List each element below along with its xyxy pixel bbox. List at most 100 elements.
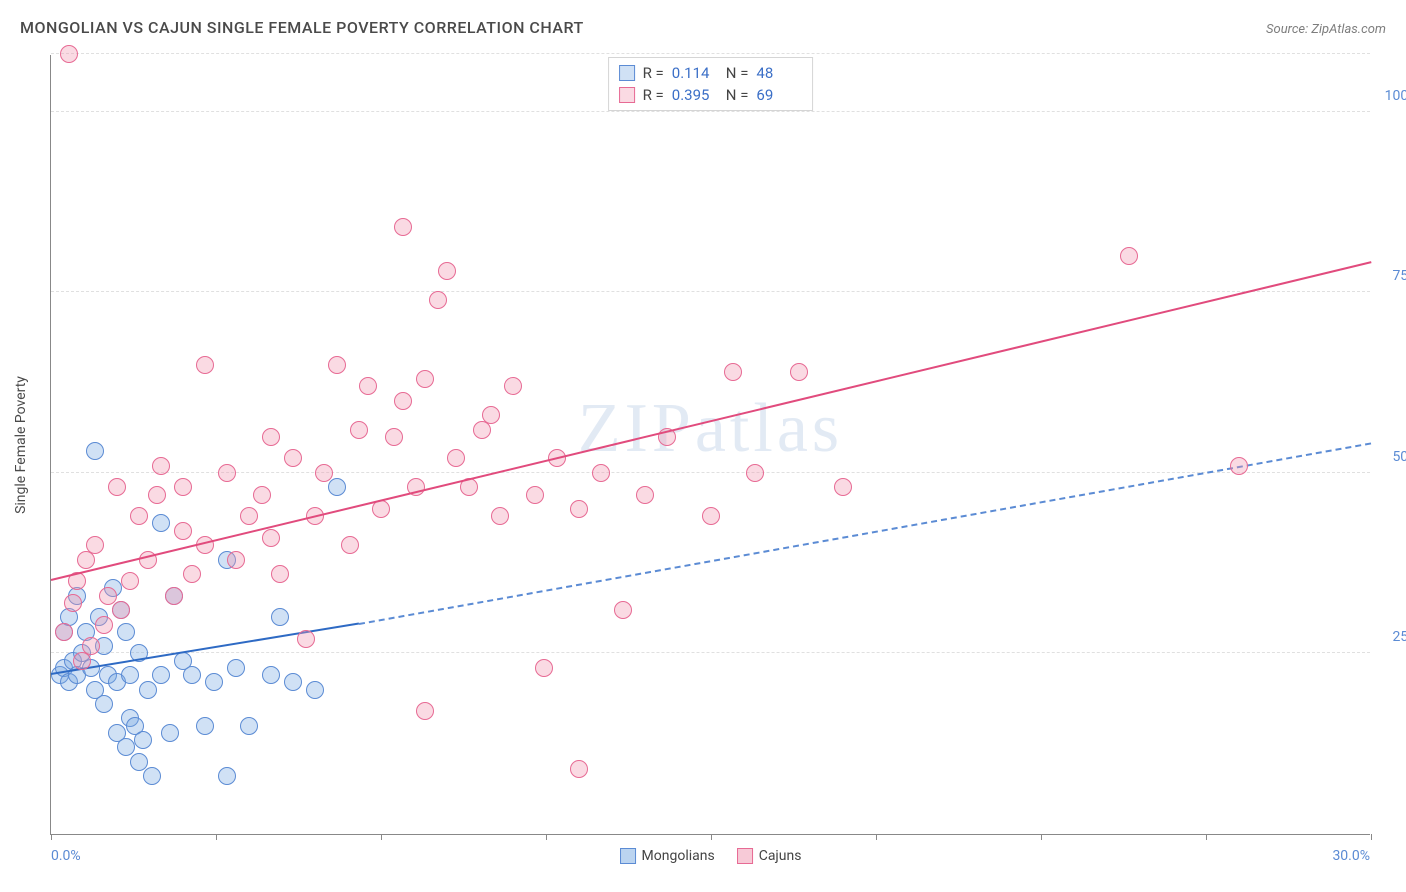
n-value: 48 [756, 64, 802, 82]
data-point [218, 767, 236, 785]
data-point [394, 392, 412, 410]
data-point [438, 262, 456, 280]
r-label: R = [643, 64, 664, 82]
data-point [117, 623, 135, 641]
stats-row: R =0.114N =48 [619, 62, 803, 84]
data-point [284, 449, 302, 467]
gridline [51, 472, 1370, 473]
x-tick [1041, 834, 1042, 840]
y-tick-label: 75.0% [1392, 268, 1406, 284]
data-point [284, 673, 302, 691]
data-point [148, 486, 166, 504]
data-point [86, 442, 104, 460]
data-point [724, 363, 742, 381]
data-point [385, 428, 403, 446]
data-point [121, 572, 139, 590]
data-point [328, 356, 346, 374]
x-tick [876, 834, 877, 840]
data-point [121, 666, 139, 684]
gridline [51, 53, 1370, 54]
stats-legend: R =0.114N =48R =0.395N =69 [608, 57, 814, 111]
data-point [328, 478, 346, 496]
data-point [271, 565, 289, 583]
data-point [271, 608, 289, 626]
data-point [341, 536, 359, 554]
x-tick [381, 834, 382, 840]
data-point [359, 377, 377, 395]
n-label: N = [726, 64, 749, 82]
data-point [315, 464, 333, 482]
y-tick-label: 25.0% [1392, 629, 1406, 645]
data-point [253, 486, 271, 504]
plot-area: Single Female Poverty ZIPatlas R =0.114N… [50, 55, 1370, 835]
data-point [482, 406, 500, 424]
data-point [130, 753, 148, 771]
trend-line [51, 261, 1371, 581]
chart-container: MONGOLIAN VS CAJUN SINGLE FEMALE POVERTY… [0, 0, 1406, 892]
data-point [526, 486, 544, 504]
data-point [504, 377, 522, 395]
x-tick [1371, 834, 1372, 840]
r-label: R = [643, 86, 664, 104]
chart-title: MONGOLIAN VS CAJUN SINGLE FEMALE POVERTY… [20, 18, 584, 37]
data-point [165, 587, 183, 605]
data-point [570, 500, 588, 518]
data-point [227, 659, 245, 677]
legend-swatch [619, 65, 635, 81]
data-point [95, 616, 113, 634]
data-point [183, 666, 201, 684]
data-point [262, 428, 280, 446]
data-point [134, 731, 152, 749]
x-tick [1206, 834, 1207, 840]
data-point [447, 449, 465, 467]
gridline [51, 652, 1370, 653]
data-point [139, 681, 157, 699]
data-point [491, 507, 509, 525]
y-axis-title: Single Female Poverty [13, 376, 29, 514]
header: MONGOLIAN VS CAJUN SINGLE FEMALE POVERTY… [20, 18, 1386, 37]
data-point [416, 702, 434, 720]
data-point [702, 507, 720, 525]
data-point [218, 464, 236, 482]
data-point [636, 486, 654, 504]
data-point [416, 370, 434, 388]
data-point [570, 760, 588, 778]
data-point [196, 717, 214, 735]
data-point [614, 601, 632, 619]
data-point [1120, 247, 1138, 265]
data-point [174, 522, 192, 540]
data-point [535, 659, 553, 677]
y-tick-label: 50.0% [1392, 449, 1406, 465]
watermark: ZIPatlas [578, 389, 843, 469]
data-point [95, 695, 113, 713]
legend-swatch [619, 87, 635, 103]
data-point [60, 45, 78, 63]
stats-row: R =0.395N =69 [619, 84, 803, 106]
data-point [82, 637, 100, 655]
data-point [86, 536, 104, 554]
data-point [108, 478, 126, 496]
data-point [152, 514, 170, 532]
source-label: Source: ZipAtlas.com [1266, 22, 1386, 37]
data-point [55, 623, 73, 641]
n-label: N = [726, 86, 749, 104]
x-min-label: 0.0% [51, 848, 81, 864]
x-axis-labels: 0.0% 30.0% [51, 848, 1370, 864]
data-point [746, 464, 764, 482]
data-point [161, 724, 179, 742]
data-point [350, 421, 368, 439]
r-value: 0.395 [672, 86, 718, 104]
data-point [227, 551, 245, 569]
data-point [143, 767, 161, 785]
x-tick [711, 834, 712, 840]
gridline [51, 111, 1370, 112]
y-tick-label: 100.0% [1385, 88, 1406, 104]
data-point [130, 507, 148, 525]
x-tick [216, 834, 217, 840]
data-point [174, 478, 192, 496]
data-point [240, 717, 258, 735]
gridline [51, 291, 1370, 292]
data-point [790, 363, 808, 381]
data-point [297, 630, 315, 648]
data-point [262, 666, 280, 684]
